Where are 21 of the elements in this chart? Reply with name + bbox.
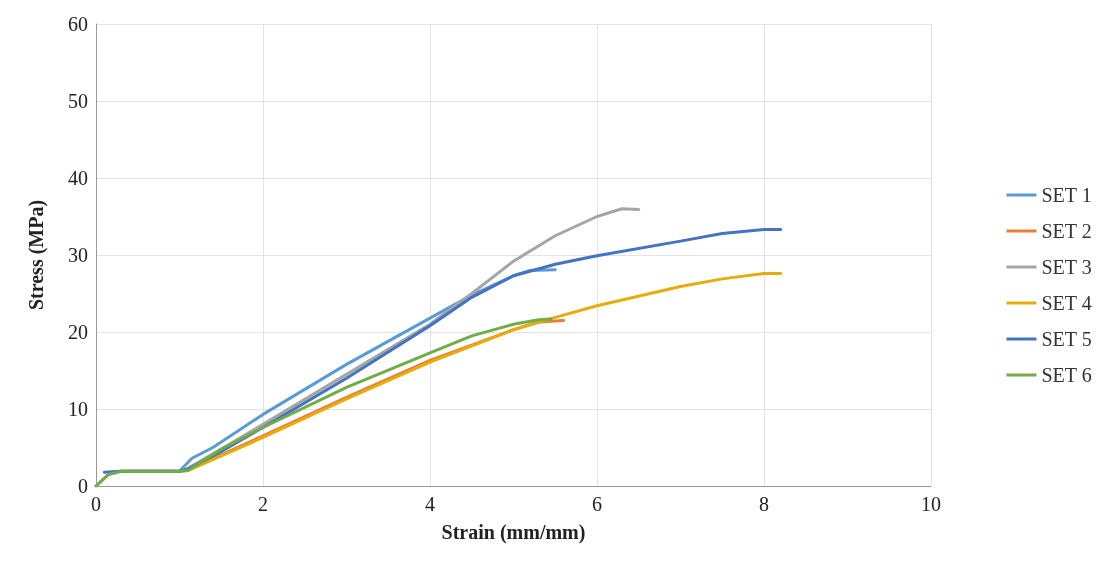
y-tick-label: 10 — [68, 398, 88, 420]
legend-label: SET 5 — [1041, 328, 1092, 350]
x-tick-label: 2 — [258, 493, 268, 515]
x-tick-label: 8 — [759, 493, 769, 515]
legend-label: SET 1 — [1041, 184, 1092, 206]
y-tick-label: 60 — [68, 13, 88, 35]
legend-label: SET 6 — [1041, 364, 1092, 386]
x-tick-label: 6 — [592, 493, 602, 515]
legend-label: SET 4 — [1041, 292, 1092, 314]
y-axis-title: Stress (MPa) — [25, 199, 48, 311]
legend-label: SET 2 — [1041, 220, 1092, 242]
y-tick-label: 40 — [68, 167, 88, 189]
y-tick-label: 20 — [68, 321, 88, 343]
x-axis-title: Strain (mm/mm) — [441, 521, 586, 544]
y-tick-label: 30 — [68, 244, 88, 266]
x-tick-label: 4 — [425, 493, 435, 515]
x-tick-label: 10 — [921, 493, 941, 515]
y-tick-label: 50 — [68, 90, 88, 112]
legend-label: SET 3 — [1041, 256, 1092, 278]
y-tick-label: 0 — [78, 475, 88, 497]
line-series — [94, 317, 553, 488]
